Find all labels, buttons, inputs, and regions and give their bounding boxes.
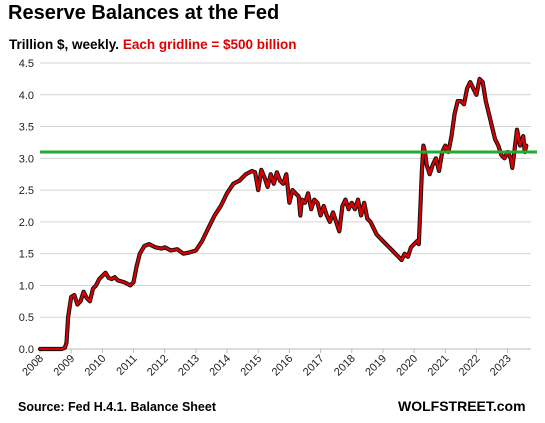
y-tick-label: 3.5 (19, 122, 34, 134)
y-tick-label: 3.0 (19, 153, 34, 165)
x-tick-label: 2018 (332, 353, 358, 379)
x-tick-label: 2020 (394, 353, 420, 379)
x-tick-label: 2010 (83, 353, 109, 379)
reserve-balance-line (38, 77, 528, 351)
y-tick-label: 4.5 (19, 58, 34, 70)
x-tick-label: 2023 (488, 353, 514, 379)
x-tick-label: 2014 (207, 353, 233, 379)
x-tick-label: 2013 (176, 353, 202, 379)
x-tick-label: 2017 (301, 353, 327, 379)
y-tick-label: 0.5 (19, 312, 34, 324)
x-tick-label: 2015 (239, 353, 265, 379)
chart-title: Reserve Balances at the Fed (8, 2, 280, 24)
source-note: Source: Fed H.4.1. Balance Sheet (18, 400, 216, 414)
x-tick-label: 2012 (145, 353, 171, 379)
y-tick-label: 4.0 (19, 90, 34, 102)
y-tick-label: 1.5 (19, 249, 34, 261)
x-tick-label: 2022 (457, 353, 483, 379)
x-tick-label: 2011 (114, 353, 139, 378)
chart-subtitle: Trillion $, weekly. Each gridline = $500… (9, 37, 297, 52)
y-tick-label: 2.0 (19, 217, 34, 229)
x-tick-label: 2016 (270, 353, 296, 379)
y-tick-label: 0.0 (19, 344, 34, 356)
x-tick-label: 2021 (426, 353, 452, 379)
subtitle-units: Trillion $, weekly. (9, 37, 120, 52)
brand-label: WOLFSTREET.com (398, 398, 526, 414)
x-tick-label: 2008 (20, 353, 46, 379)
x-tick-label: 2009 (51, 353, 77, 379)
x-tick-label: 2019 (363, 353, 389, 379)
subtitle-gridline-note: Each gridline = $500 billion (122, 37, 297, 52)
y-tick-label: 1.0 (19, 280, 34, 292)
y-tick-label: 2.5 (19, 185, 34, 197)
